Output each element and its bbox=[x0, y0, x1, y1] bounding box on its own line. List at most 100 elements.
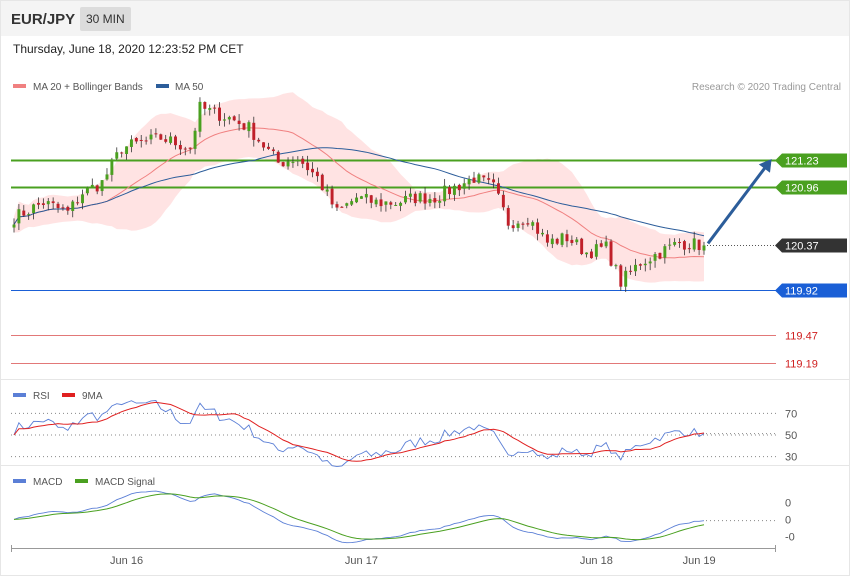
candle bbox=[624, 266, 628, 292]
candle bbox=[120, 151, 124, 158]
candle-body bbox=[306, 162, 310, 171]
candle-body bbox=[364, 193, 368, 198]
x-tick-label-jun-17: Jun 17 bbox=[345, 555, 378, 567]
candle-body bbox=[609, 241, 613, 266]
candle bbox=[345, 202, 349, 209]
candle-body bbox=[433, 198, 437, 203]
candle bbox=[315, 167, 319, 182]
candle bbox=[281, 161, 285, 167]
candle bbox=[497, 177, 500, 196]
candle-body bbox=[369, 195, 373, 203]
candle bbox=[218, 102, 221, 126]
candle bbox=[237, 114, 241, 131]
candle bbox=[697, 239, 701, 256]
candle bbox=[531, 220, 535, 231]
rsi-legend-label: RSI bbox=[33, 391, 50, 402]
candle-body bbox=[164, 139, 168, 142]
candle bbox=[267, 142, 270, 150]
candle-body bbox=[242, 123, 246, 130]
instrument-title: EUR/JPY bbox=[11, 11, 76, 28]
candle-body bbox=[619, 265, 623, 287]
candle bbox=[335, 201, 339, 211]
rsi-level-label-30: 30 bbox=[785, 452, 797, 464]
candle-body bbox=[384, 201, 388, 205]
candle bbox=[149, 129, 153, 145]
candle-body bbox=[100, 180, 104, 192]
candle-body bbox=[404, 196, 407, 203]
candle bbox=[673, 238, 677, 247]
candle-body bbox=[61, 207, 65, 209]
candle bbox=[467, 175, 471, 190]
candle bbox=[311, 162, 314, 178]
macd-signal-legend-label: MACD Signal bbox=[95, 477, 155, 488]
candle bbox=[658, 252, 662, 260]
level-label-119.19: 119.19 bbox=[785, 359, 818, 371]
candle-body bbox=[56, 203, 60, 208]
candle bbox=[521, 221, 525, 230]
panel-divider bbox=[1, 379, 849, 380]
candle-body bbox=[144, 140, 148, 142]
x-tick-label-jun-18: Jun 18 bbox=[580, 555, 613, 567]
candle bbox=[643, 258, 647, 272]
candle bbox=[242, 122, 246, 131]
candle bbox=[271, 147, 275, 155]
candle bbox=[276, 150, 280, 163]
candle-body bbox=[154, 133, 158, 135]
timeframe-button[interactable]: 30 MIN bbox=[80, 7, 131, 31]
level-tag-121.23 bbox=[775, 153, 847, 168]
candle bbox=[125, 146, 129, 160]
macd-signal-legend-swatch bbox=[75, 479, 88, 483]
candle bbox=[638, 263, 642, 271]
candle bbox=[580, 237, 584, 256]
rsi-ma-legend-label: 9MA bbox=[82, 391, 103, 402]
candle bbox=[526, 217, 530, 227]
candle bbox=[105, 168, 109, 181]
x-tick-label-jun-16: Jun 16 bbox=[110, 555, 143, 567]
candle bbox=[320, 173, 324, 191]
candle bbox=[472, 171, 476, 184]
candle-body bbox=[589, 251, 593, 259]
candle-body bbox=[614, 265, 618, 267]
candle bbox=[389, 200, 393, 210]
candle-body bbox=[418, 193, 422, 202]
candle bbox=[193, 127, 197, 155]
candle bbox=[139, 134, 143, 148]
candle bbox=[668, 238, 672, 250]
macd-legend: MACD MACD Signal bbox=[13, 477, 155, 488]
candle bbox=[413, 191, 417, 207]
candle bbox=[560, 232, 564, 248]
candle-body bbox=[599, 243, 603, 247]
candle bbox=[355, 193, 359, 204]
candle bbox=[599, 240, 603, 248]
candle bbox=[492, 173, 496, 189]
candle-body bbox=[237, 120, 241, 125]
candle-body bbox=[570, 239, 574, 243]
candle bbox=[169, 132, 173, 145]
candle bbox=[433, 192, 437, 209]
candle-body bbox=[658, 252, 662, 259]
candle bbox=[325, 184, 329, 197]
macd-level-label: -0 bbox=[785, 532, 795, 544]
candle bbox=[37, 197, 40, 210]
candle-body bbox=[81, 194, 84, 204]
candle bbox=[594, 239, 598, 260]
candle bbox=[506, 205, 510, 230]
candle-body bbox=[134, 137, 138, 142]
candle bbox=[232, 115, 236, 122]
candle bbox=[575, 237, 579, 245]
candle-body bbox=[580, 238, 584, 255]
candle bbox=[188, 147, 192, 154]
candle-body bbox=[492, 179, 496, 183]
candle-body bbox=[379, 199, 383, 207]
candle bbox=[423, 187, 427, 210]
candle bbox=[159, 133, 163, 140]
candle bbox=[213, 104, 217, 114]
candle bbox=[374, 197, 378, 208]
rsi-level-label-50: 50 bbox=[785, 430, 797, 442]
candle-body bbox=[276, 151, 280, 163]
candle bbox=[438, 195, 442, 209]
forecast-arrow-shaft bbox=[706, 162, 770, 245]
candle bbox=[634, 258, 637, 277]
candle-body bbox=[472, 177, 476, 183]
